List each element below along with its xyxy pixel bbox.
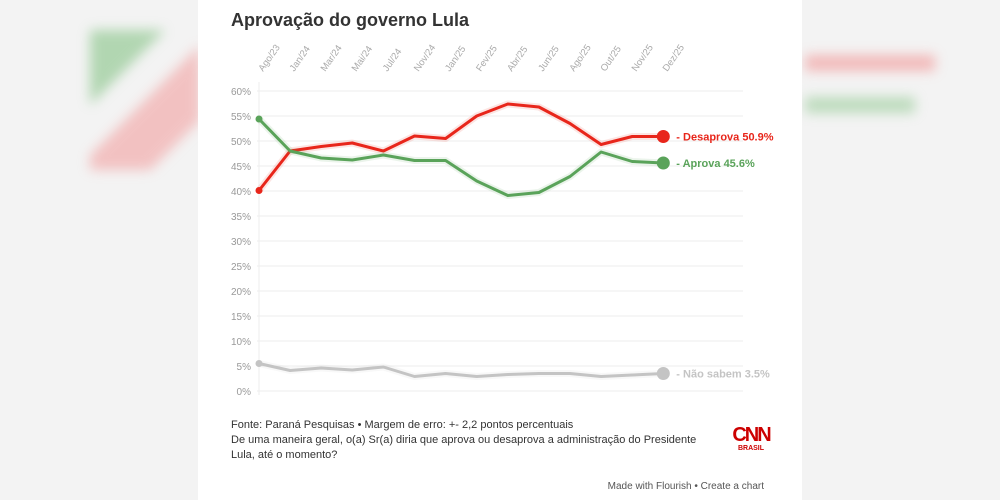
y-tick-label: 20% (231, 287, 251, 298)
x-tick-label: Jan/25 (443, 44, 468, 74)
series-start-point (255, 360, 263, 367)
x-tick-label: Jul/24 (381, 47, 405, 74)
series-line-não-sabem (258, 362, 664, 378)
line-chart: 0% 5% 10% 15% 20% 25% 30% 35% 40% 45% 50% 55% 60% Ago… (231, 43, 774, 398)
y-tick-label: 10% (231, 337, 251, 348)
question-note: De uma maneira geral, o(a) Sr(a) diria q… (231, 434, 697, 461)
series-end-marker (656, 156, 670, 170)
x-tick-label: Abr/25 (505, 44, 530, 73)
series-end-marker (656, 130, 670, 143)
source-note: Fonte: Paraná Pesquisas • Margem de erro… (231, 419, 574, 431)
series-line-desaprova (257, 102, 664, 192)
y-tick-label: 50% (231, 137, 251, 148)
y-tick-label: 0% (237, 387, 252, 398)
x-tick-label: Ago/23 (256, 43, 282, 74)
series-start-point (255, 115, 263, 123)
blurred-background-left (90, 30, 200, 170)
x-tick-label: Fev/25 (474, 44, 500, 74)
chart-title: Aprovação do governo Lula (231, 10, 470, 30)
x-tick-label: Mai/24 (350, 44, 375, 74)
x-tick-label: Jan/24 (288, 44, 313, 74)
x-tick-label: Ago/25 (567, 43, 593, 74)
series-end-marker (656, 367, 670, 380)
y-tick-label: 30% (231, 237, 251, 248)
chart-card: Aprovação do governo Lula 0% 5% 10% 15% 20% 2… (198, 0, 802, 500)
cnn-brasil-logo: CNN BRASIL (732, 424, 771, 452)
y-tick-label: 25% (231, 262, 251, 273)
x-tick-label: Mar/24 (319, 43, 345, 74)
series-label: - Desaprova 50.9% (676, 132, 773, 144)
blurred-background-right-red (805, 55, 935, 71)
x-tick-label: Nov/25 (630, 43, 656, 74)
x-tick-label: Jun/25 (536, 44, 561, 74)
x-tick-label: Out/25 (599, 44, 624, 74)
y-tick-label: 55% (231, 112, 251, 123)
series-start-point (255, 187, 263, 194)
y-tick-label: 15% (231, 312, 251, 323)
series-label: - Aprova 45.6% (676, 158, 755, 170)
x-tick-label: Dez/25 (661, 43, 687, 74)
y-tick-label: 5% (237, 362, 252, 373)
y-tick-label: 40% (231, 187, 251, 198)
y-tick-label: 35% (231, 212, 251, 223)
blurred-background-right-green (805, 97, 915, 113)
series-label: - Não sabem 3.5% (676, 369, 770, 381)
x-tick-label: Nov/24 (412, 43, 438, 74)
flourish-link[interactable]: Made with Flourish • Create a chart (607, 481, 764, 492)
y-tick-label: 45% (231, 162, 251, 173)
y-tick-label: 60% (231, 87, 251, 98)
chart-footer: Fonte: Paraná Pesquisas • Margem de erro… (231, 418, 711, 463)
series-line-aprova (257, 117, 664, 197)
